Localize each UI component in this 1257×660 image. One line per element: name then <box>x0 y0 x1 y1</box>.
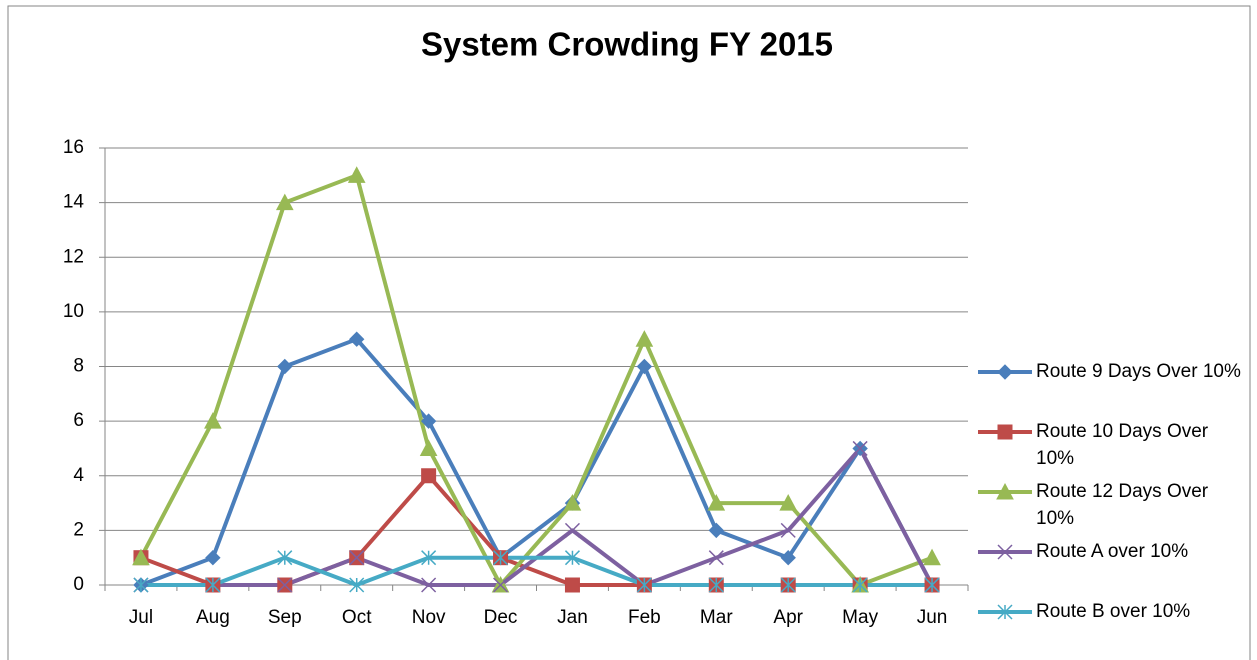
marker <box>493 577 509 593</box>
x-tick-label: Jun <box>917 607 948 628</box>
x-tick-label: Mar <box>700 607 733 628</box>
marker <box>277 577 293 593</box>
marker <box>923 548 941 566</box>
x-tick-label: Aug <box>196 607 230 628</box>
marker <box>636 358 653 375</box>
x-tick-label: Jul <box>129 607 153 628</box>
chart-border <box>7 5 1251 660</box>
marker <box>564 522 580 538</box>
marker <box>204 412 222 429</box>
y-tick-label: 8 <box>73 356 84 377</box>
marker <box>277 358 293 375</box>
marker <box>349 550 365 566</box>
y-tick-label: 14 <box>63 192 85 213</box>
marker <box>636 577 652 593</box>
x-tick-label: Apr <box>773 607 803 628</box>
marker <box>349 331 365 347</box>
marker <box>708 577 724 593</box>
marker <box>493 550 509 566</box>
x-tick-label: Sep <box>268 607 302 628</box>
series-line <box>140 555 933 587</box>
legend-label-line: 10% <box>1036 508 1074 529</box>
legend-label: Route 10 Days Over 10% <box>1036 421 1209 469</box>
y-tick-label: 6 <box>73 410 84 431</box>
marker <box>997 604 1013 620</box>
legend-label-line: 10% <box>1036 448 1074 469</box>
legend-label-line: Route 10 Days Over <box>1036 421 1209 442</box>
marker <box>205 549 221 566</box>
marker <box>277 550 293 566</box>
marker <box>132 548 150 566</box>
marker <box>852 577 868 593</box>
marker <box>997 364 1013 380</box>
legend-label: Route A over 10% <box>1036 541 1188 562</box>
x-tick-label: Nov <box>412 607 446 628</box>
marker <box>924 577 940 593</box>
x-tick-label: Oct <box>342 607 372 628</box>
marker <box>564 577 580 593</box>
marker <box>997 424 1013 440</box>
marker <box>564 550 580 566</box>
legend-label: Route 9 Days Over 10% <box>1036 361 1241 382</box>
marker <box>205 577 221 593</box>
x-tick-label: Dec <box>484 607 518 628</box>
marker <box>347 166 366 183</box>
series-line <box>140 337 934 587</box>
marker <box>708 550 724 566</box>
marker <box>708 522 724 539</box>
marker <box>421 550 437 566</box>
x-tick-label: Feb <box>628 607 661 628</box>
marker <box>780 549 796 566</box>
y-tick-label: 4 <box>73 465 84 486</box>
marker <box>419 439 438 456</box>
marker <box>780 522 796 538</box>
marker <box>420 413 437 429</box>
marker <box>421 577 437 593</box>
marker <box>349 577 365 593</box>
series-line <box>139 173 933 587</box>
marker <box>996 482 1014 500</box>
marker <box>421 468 437 484</box>
marker <box>852 440 868 456</box>
y-tick-label: 2 <box>73 519 84 540</box>
marker <box>275 193 294 211</box>
x-tick-label: May <box>842 607 878 628</box>
y-tick-label: 12 <box>63 246 84 267</box>
y-tick-label: 10 <box>63 301 84 322</box>
legend-label: Route B over 10% <box>1036 601 1190 622</box>
y-tick-label: 16 <box>63 137 84 158</box>
chart-title: System Crowding FY 2015 <box>421 26 833 63</box>
marker <box>707 494 726 511</box>
legend-label-line: Route 12 Days Over <box>1036 481 1209 502</box>
y-tick-label: 0 <box>73 574 84 595</box>
marker <box>997 544 1013 560</box>
marker <box>635 330 654 347</box>
x-tick-label: Jan <box>557 607 588 628</box>
marker <box>779 494 798 511</box>
marker <box>563 494 582 511</box>
marker <box>133 577 149 593</box>
marker <box>780 577 796 593</box>
legend-label: Route 12 Days Over 10% <box>1036 481 1209 529</box>
